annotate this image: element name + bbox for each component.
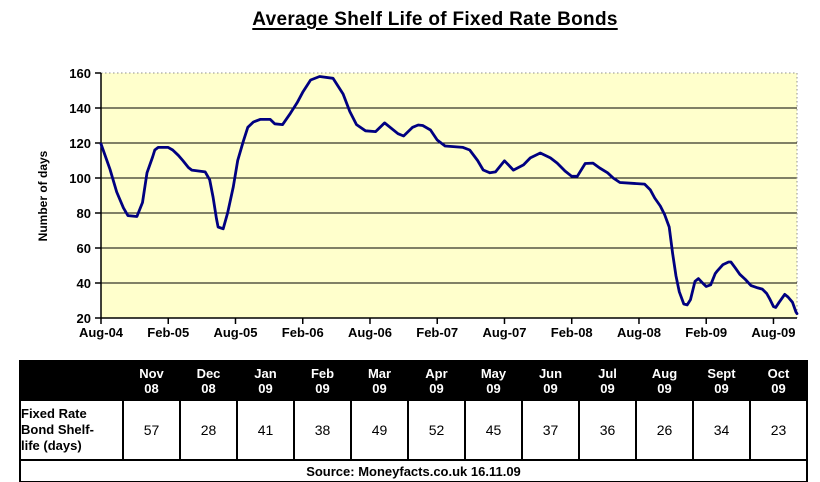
col-header-jun-09: Jun 09 — [521, 360, 580, 401]
value-cell-aug-09: 26 — [635, 399, 694, 461]
y-tick-label: 140 — [69, 101, 91, 116]
col-header-feb-09: Feb 09 — [293, 360, 352, 401]
value-cell-may-09: 45 — [464, 399, 523, 461]
col-header-jul-09: Jul 09 — [578, 360, 637, 401]
x-tick-label: Aug-05 — [213, 325, 257, 340]
x-tick-label: Aug-09 — [751, 325, 795, 340]
x-tick-label: Feb-07 — [416, 325, 458, 340]
value-cell-nov-08: 57 — [122, 399, 181, 461]
table-header-row: Nov 08 Dec 08 Jan 09 Feb 09 Mar 09 Apr 09 May … — [19, 360, 808, 401]
value-cell-sept-09: 34 — [692, 399, 751, 461]
col-header-mar-09: Mar 09 — [350, 360, 409, 401]
y-tick-label: 60 — [77, 241, 91, 256]
value-cell-apr-09: 52 — [407, 399, 466, 461]
x-tick-label: Aug-07 — [482, 325, 526, 340]
chart-title: Average Shelf Life of Fixed Rate Bonds — [252, 9, 618, 30]
value-cell-dec-08: 28 — [179, 399, 238, 461]
y-tick-label: 80 — [77, 206, 91, 221]
row-header-shelf-life: Fixed Rate Bond Shelf- life (days) — [19, 399, 124, 461]
source-note: Source: Moneyfacts.co.uk 16.11.09 — [19, 459, 808, 482]
x-tick-label: Aug-04 — [79, 325, 124, 340]
shelf-life-table: Nov 08 Dec 08 Jan 09 Feb 09 Mar 09 Apr 09 May … — [19, 360, 808, 482]
value-cell-mar-09: 49 — [350, 399, 409, 461]
value-cell-jun-09: 37 — [521, 399, 580, 461]
value-cell-jul-09: 36 — [578, 399, 637, 461]
y-tick-label: 20 — [77, 311, 91, 326]
y-tick-label: 40 — [77, 276, 91, 291]
col-header-dec-08: Dec 08 — [179, 360, 238, 401]
x-tick-label: Aug-08 — [617, 325, 661, 340]
table-source-row: Source: Moneyfacts.co.uk 16.11.09 — [19, 459, 808, 482]
x-tick-label: Feb-06 — [282, 325, 324, 340]
col-header-aug-09: Aug 09 — [635, 360, 694, 401]
y-axis-title: Number of days — [36, 150, 50, 241]
x-tick-label: Feb-05 — [147, 325, 189, 340]
value-cell-feb-09: 38 — [293, 399, 352, 461]
col-header-may-09: May 09 — [464, 360, 523, 401]
col-header-sept-09: Sept 09 — [692, 360, 751, 401]
col-header-oct-09: Oct 09 — [749, 360, 808, 401]
table-value-row: Fixed Rate Bond Shelf- life (days) 57 28 41… — [19, 399, 808, 461]
plot-area — [101, 73, 797, 318]
series-line — [99, 75, 799, 316]
x-tick-label: Aug-06 — [348, 325, 392, 340]
value-cell-jan-09: 41 — [236, 399, 295, 461]
col-header-nov-08: Nov 08 — [122, 360, 181, 401]
value-cell-oct-09: 23 — [749, 399, 808, 461]
col-header-jan-09: Jan 09 — [236, 360, 295, 401]
y-tick-label: 160 — [69, 66, 91, 81]
y-tick-label: 100 — [69, 171, 91, 186]
shelf-life-line-chart: 20 40 60 80 100 120 140 160 Aug-04 Feb-05 Aug-05 Fe… — [36, 66, 799, 340]
x-tick-label: Feb-08 — [551, 325, 593, 340]
y-tick-label: 120 — [69, 136, 91, 151]
col-header-apr-09: Apr 09 — [407, 360, 466, 401]
table-corner-cell — [19, 360, 124, 401]
x-tick-label: Feb-09 — [685, 325, 727, 340]
